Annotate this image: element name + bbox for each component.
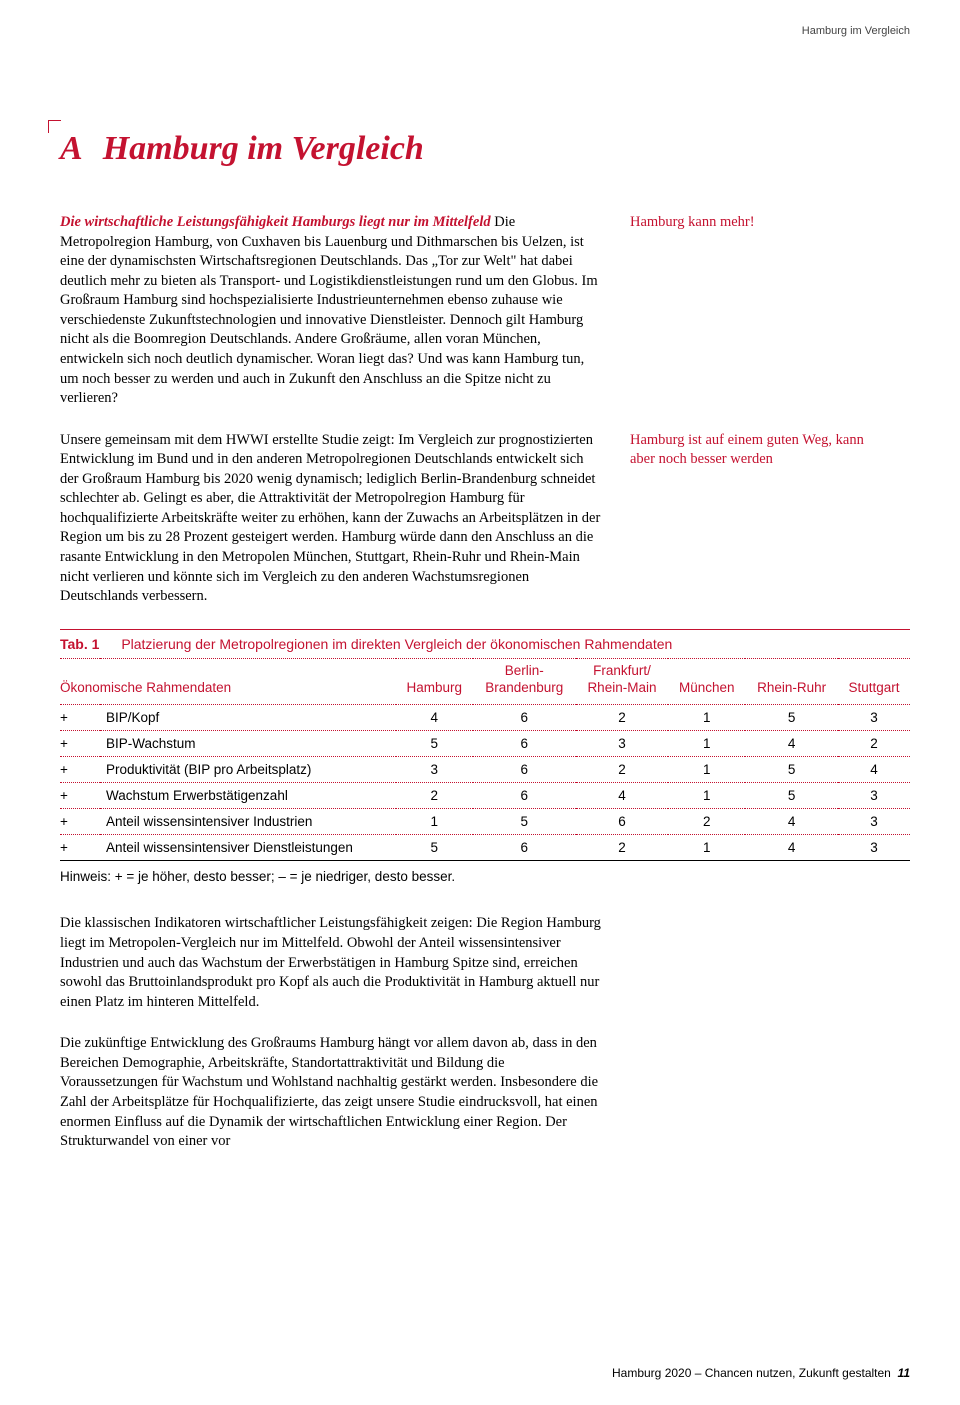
table-cell-value: 6 bbox=[473, 731, 576, 757]
table-cell-value: 5 bbox=[745, 783, 838, 809]
table-cell-value: 3 bbox=[576, 731, 669, 757]
table-cell-label: Anteil wissensintensiver Dienstleistunge… bbox=[100, 835, 396, 861]
table-cell-value: 1 bbox=[668, 835, 745, 861]
table-cell-label: BIP/Kopf bbox=[100, 705, 396, 731]
table-cell-value: 4 bbox=[838, 757, 910, 783]
table-cell-value: 3 bbox=[838, 783, 910, 809]
table-col-hamburg: Hamburg bbox=[396, 658, 473, 705]
paragraph-1: Die wirtschaftliche Leistungsfähigkeit H… bbox=[60, 213, 605, 409]
table-row: +Produktivität (BIP pro Arbeitsplatz)362… bbox=[60, 757, 910, 783]
table-cell-value: 6 bbox=[473, 705, 576, 731]
table-cell-value: 2 bbox=[576, 835, 669, 861]
table-number: Tab. 1 bbox=[60, 636, 99, 652]
table-cell-value: 2 bbox=[576, 757, 669, 783]
table-cell-sign: + bbox=[60, 705, 100, 731]
table-cell-value: 3 bbox=[838, 809, 910, 835]
table-row: +Wachstum Erwerbstätigenzahl264153 bbox=[60, 783, 910, 809]
table-col-stuttgart: Stuttgart bbox=[838, 658, 910, 705]
table-col-frankfurt: Frankfurt/Rhein-Main bbox=[576, 658, 669, 705]
chapter-letter: A bbox=[60, 130, 83, 168]
table-cell-sign: + bbox=[60, 783, 100, 809]
chapter-heading: A Hamburg im Vergleich bbox=[60, 130, 910, 168]
sidenote-1: Hamburg kann mehr! bbox=[630, 213, 890, 409]
table-cell-label: Produktivität (BIP pro Arbeitsplatz) bbox=[100, 757, 396, 783]
table-cell-value: 5 bbox=[473, 809, 576, 835]
page-footer: Hamburg 2020 – Chancen nutzen, Zukunft g… bbox=[612, 1366, 910, 1380]
paragraph-block-2: Unsere gemeinsam mit dem HWWI erstellte … bbox=[60, 431, 910, 607]
table-cell-label: Wachstum Erwerbstätigenzahl bbox=[100, 783, 396, 809]
table-cell-value: 3 bbox=[838, 835, 910, 861]
paragraph-block-1: Die wirtschaftliche Leistungsfähigkeit H… bbox=[60, 213, 910, 409]
table-cell-value: 4 bbox=[745, 809, 838, 835]
table-cell-value: 5 bbox=[745, 705, 838, 731]
paragraph-block-4: Die zukünftige Entwicklung des Großraums… bbox=[60, 1034, 910, 1151]
table-cell-value: 1 bbox=[668, 757, 745, 783]
data-table: Ökonomische Rahmendaten Hamburg Berlin-B… bbox=[60, 658, 910, 862]
table-cell-value: 3 bbox=[838, 705, 910, 731]
table-cell-value: 2 bbox=[396, 783, 473, 809]
table-cell-value: 1 bbox=[668, 731, 745, 757]
paragraph-block-3: Die klassischen Indikatoren wirtschaftli… bbox=[60, 914, 910, 1012]
paragraph-3: Die klassischen Indikatoren wirtschaftli… bbox=[60, 914, 605, 1012]
table-caption: Tab. 1 Platzierung der Metropolregionen … bbox=[60, 629, 910, 658]
table-col-label: Ökonomische Rahmendaten bbox=[60, 658, 396, 705]
table-cell-value: 3 bbox=[396, 757, 473, 783]
table-cell-value: 5 bbox=[396, 731, 473, 757]
table-note: Hinweis: + = je höher, desto besser; – =… bbox=[60, 861, 910, 884]
table-cell-value: 6 bbox=[473, 757, 576, 783]
table-cell-value: 6 bbox=[576, 809, 669, 835]
paragraph-4: Die zukünftige Entwicklung des Großraums… bbox=[60, 1034, 605, 1151]
table-cell-value: 6 bbox=[473, 835, 576, 861]
table-col-berlin: Berlin-Brandenburg bbox=[473, 658, 576, 705]
table-cell-sign: + bbox=[60, 809, 100, 835]
table-cell-value: 4 bbox=[396, 705, 473, 731]
table-cell-value: 5 bbox=[396, 835, 473, 861]
table-cell-sign: + bbox=[60, 731, 100, 757]
table-1: Tab. 1 Platzierung der Metropolregionen … bbox=[60, 629, 910, 885]
chapter-title: Hamburg im Vergleich bbox=[103, 130, 424, 168]
table-cell-value: 5 bbox=[745, 757, 838, 783]
sidenote-2: Hamburg ist auf einem guten Weg, kann ab… bbox=[630, 431, 890, 607]
page-number: 11 bbox=[898, 1366, 910, 1380]
table-cell-label: Anteil wissensintensiver Industrien bbox=[100, 809, 396, 835]
table-cell-sign: + bbox=[60, 757, 100, 783]
table-cell-value: 1 bbox=[668, 783, 745, 809]
table-row: +Anteil wissensintensiver Industrien1562… bbox=[60, 809, 910, 835]
table-cell-value: 1 bbox=[396, 809, 473, 835]
paragraph-1-body: Die Metropolregion Hamburg, von Cuxhaven… bbox=[60, 214, 598, 406]
table-row: +BIP/Kopf462153 bbox=[60, 705, 910, 731]
paragraph-1-lead: Die wirtschaftliche Leistungsfähigkeit H… bbox=[60, 214, 491, 230]
table-cell-sign: + bbox=[60, 835, 100, 861]
table-cell-value: 2 bbox=[668, 809, 745, 835]
table-cell-label: BIP-Wachstum bbox=[100, 731, 396, 757]
table-cell-value: 2 bbox=[576, 705, 669, 731]
table-col-muenchen: München bbox=[668, 658, 745, 705]
footer-text: Hamburg 2020 – Chancen nutzen, Zukunft g… bbox=[612, 1366, 891, 1380]
table-cell-value: 1 bbox=[668, 705, 745, 731]
table-cell-value: 6 bbox=[473, 783, 576, 809]
table-cell-value: 2 bbox=[838, 731, 910, 757]
table-cell-value: 4 bbox=[745, 835, 838, 861]
table-row: +BIP-Wachstum563142 bbox=[60, 731, 910, 757]
table-col-rheinruhr: Rhein-Ruhr bbox=[745, 658, 838, 705]
paragraph-2: Unsere gemeinsam mit dem HWWI erstellte … bbox=[60, 431, 605, 607]
table-header-row: Ökonomische Rahmendaten Hamburg Berlin-B… bbox=[60, 658, 910, 705]
running-head: Hamburg im Vergleich bbox=[802, 25, 910, 37]
table-cell-value: 4 bbox=[576, 783, 669, 809]
table-row: +Anteil wissensintensiver Dienstleistung… bbox=[60, 835, 910, 861]
table-title: Platzierung der Metropolregionen im dire… bbox=[103, 636, 672, 652]
table-cell-value: 4 bbox=[745, 731, 838, 757]
